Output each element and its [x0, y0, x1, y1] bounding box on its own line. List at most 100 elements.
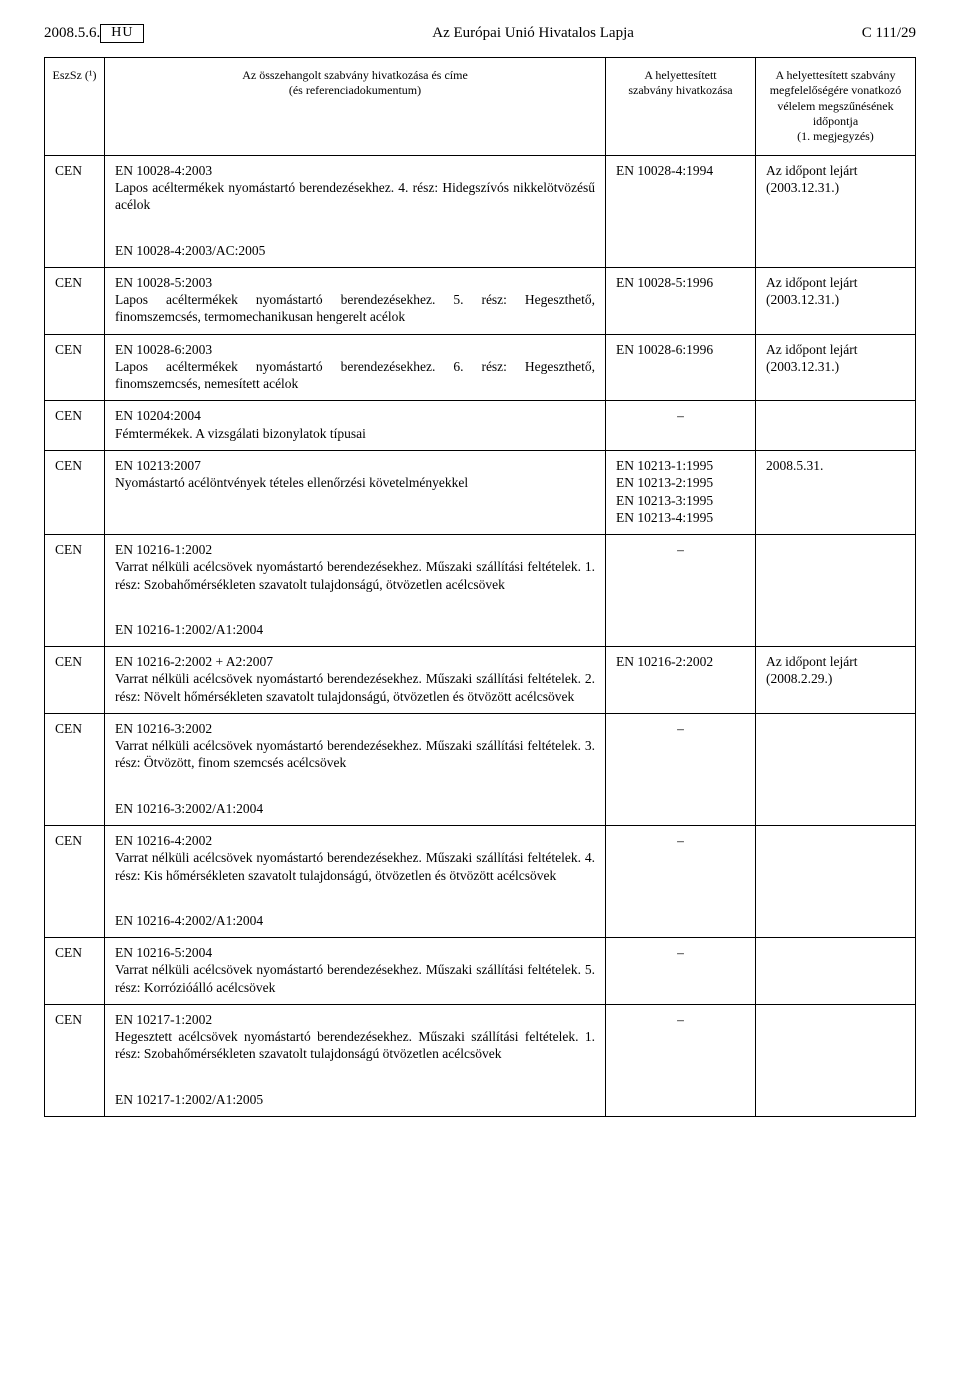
cell-amendment: EN 10028-4:2003/AC:2005	[105, 222, 606, 268]
cell-ref: EN 10213-1:1995 EN 10213-2:1995 EN 10213…	[606, 450, 756, 534]
cell-date: Az időpont lejárt (2008.2.29.)	[756, 647, 916, 714]
cell-org: CEN	[45, 825, 105, 891]
table-row: CENEN 10028-4:2003Lapos acéltermékek nyo…	[45, 155, 916, 221]
cell-org-empty	[45, 1071, 105, 1117]
standards-table: EszSz (¹) Az összehangolt szabvány hivat…	[44, 57, 916, 1117]
table-row: CENEN 10216-2:2002 + A2:2007Varrat nélkü…	[45, 647, 916, 714]
standard-description: Varrat nélküli acélcsövek nyomástartó be…	[115, 849, 595, 884]
cell-date-empty	[756, 601, 916, 647]
cell-date	[756, 535, 916, 601]
standard-code: EN 10028-5:2003	[115, 274, 595, 291]
cell-ref-empty	[606, 222, 756, 268]
cell-ref: –	[606, 1004, 756, 1070]
cell-ref-empty	[606, 892, 756, 938]
amendment-code: EN 10216-1:2002/A1:2004	[115, 621, 595, 638]
col-ref: A helyettesített szabvány hivatkozása	[606, 58, 756, 156]
cell-title: EN 10028-4:2003Lapos acéltermékek nyomás…	[105, 155, 606, 221]
table-row: CENEN 10216-3:2002Varrat nélküli acélcsö…	[45, 713, 916, 779]
amendment-code: EN 10216-3:2002/A1:2004	[115, 800, 595, 817]
cell-org: CEN	[45, 1004, 105, 1070]
standard-description: Varrat nélküli acélcsövek nyomástartó be…	[115, 558, 595, 593]
standard-code: EN 10204:2004	[115, 407, 595, 424]
table-row-amendment: EN 10028-4:2003/AC:2005	[45, 222, 916, 268]
standard-description: Varrat nélküli acélcsövek nyomástartó be…	[115, 670, 595, 705]
cell-date	[756, 713, 916, 779]
standard-code: EN 10216-4:2002	[115, 832, 595, 849]
standard-code: EN 10028-4:2003	[115, 162, 595, 179]
table-row: CENEN 10213:2007Nyomástartó acélöntvénye…	[45, 450, 916, 534]
cell-date-empty	[756, 892, 916, 938]
cell-ref: –	[606, 825, 756, 891]
table-row: CENEN 10216-1:2002Varrat nélküli acélcsö…	[45, 535, 916, 601]
cell-title: EN 10028-5:2003Lapos acéltermékek nyomás…	[105, 267, 606, 334]
cell-date: Az időpont lejárt (2003.12.31.)	[756, 334, 916, 401]
standard-description: Varrat nélküli acélcsövek nyomástartó be…	[115, 961, 595, 996]
cell-ref-empty	[606, 780, 756, 826]
cell-amendment: EN 10217-1:2002/A1:2005	[105, 1071, 606, 1117]
cell-org: CEN	[45, 334, 105, 401]
standard-code: EN 10217-1:2002	[115, 1011, 595, 1028]
cell-title: EN 10028-6:2003Lapos acéltermékek nyomás…	[105, 334, 606, 401]
cell-title: EN 10217-1:2002Hegesztett acélcsövek nyo…	[105, 1004, 606, 1070]
cell-title: EN 10216-5:2004Varrat nélküli acélcsövek…	[105, 938, 606, 1005]
cell-org-empty	[45, 892, 105, 938]
cell-date	[756, 1004, 916, 1070]
col-org: EszSz (¹)	[45, 58, 105, 156]
table-body: CENEN 10028-4:2003Lapos acéltermékek nyo…	[45, 155, 916, 1116]
amendment-code: EN 10217-1:2002/A1:2005	[115, 1091, 595, 1108]
header-page-ref: C 111/29	[862, 25, 916, 42]
table-head: EszSz (¹) Az összehangolt szabvány hivat…	[45, 58, 916, 156]
cell-org: CEN	[45, 155, 105, 221]
cell-date: Az időpont lejárt (2003.12.31.)	[756, 267, 916, 334]
cell-ref: –	[606, 535, 756, 601]
running-head: 2008.5.6. HU Az Európai Unió Hivatalos L…	[44, 24, 916, 43]
cell-date: 2008.5.31.	[756, 450, 916, 534]
standard-code: EN 10216-1:2002	[115, 541, 595, 558]
cell-date	[756, 938, 916, 1005]
cell-date: Az időpont lejárt (2003.12.31.)	[756, 155, 916, 221]
amendment-code: EN 10216-4:2002/A1:2004	[115, 912, 595, 929]
standard-description: Nyomástartó acélöntvények tételes ellenő…	[115, 474, 595, 491]
cell-org: CEN	[45, 401, 105, 451]
cell-date	[756, 401, 916, 451]
cell-org-empty	[45, 222, 105, 268]
cell-amendment: EN 10216-3:2002/A1:2004	[105, 780, 606, 826]
table-row: CENEN 10216-5:2004Varrat nélküli acélcsö…	[45, 938, 916, 1005]
cell-amendment: EN 10216-1:2002/A1:2004	[105, 601, 606, 647]
cell-org: CEN	[45, 938, 105, 1005]
cell-title: EN 10216-4:2002Varrat nélküli acélcsövek…	[105, 825, 606, 891]
table-row-amendment: EN 10216-4:2002/A1:2004	[45, 892, 916, 938]
cell-ref-empty	[606, 601, 756, 647]
standard-description: Varrat nélküli acélcsövek nyomástartó be…	[115, 737, 595, 772]
cell-ref: –	[606, 938, 756, 1005]
standard-code: EN 10216-2:2002 + A2:2007	[115, 653, 595, 670]
amendment-code: EN 10028-4:2003/AC:2005	[115, 242, 595, 259]
cell-org: CEN	[45, 267, 105, 334]
table-row-amendment: EN 10217-1:2002/A1:2005	[45, 1071, 916, 1117]
standard-code: EN 10213:2007	[115, 457, 595, 474]
header-language-box: HU	[100, 24, 144, 43]
cell-title: EN 10213:2007Nyomástartó acélöntvények t…	[105, 450, 606, 534]
table-row: CENEN 10204:2004Fémtermékek. A vizsgálat…	[45, 401, 916, 451]
cell-org: CEN	[45, 535, 105, 601]
standard-description: Lapos acéltermékek nyomástartó berendezé…	[115, 291, 595, 326]
cell-title: EN 10216-3:2002Varrat nélküli acélcsövek…	[105, 713, 606, 779]
cell-ref: EN 10028-5:1996	[606, 267, 756, 334]
cell-title: EN 10216-2:2002 + A2:2007Varrat nélküli …	[105, 647, 606, 714]
cell-title: EN 10216-1:2002Varrat nélküli acélcsövek…	[105, 535, 606, 601]
cell-org: CEN	[45, 647, 105, 714]
cell-org: CEN	[45, 450, 105, 534]
cell-ref: –	[606, 713, 756, 779]
cell-date-empty	[756, 222, 916, 268]
cell-org-empty	[45, 601, 105, 647]
cell-ref: EN 10028-6:1996	[606, 334, 756, 401]
cell-title: EN 10204:2004Fémtermékek. A vizsgálati b…	[105, 401, 606, 451]
cell-ref: EN 10028-4:1994	[606, 155, 756, 221]
standard-code: EN 10216-3:2002	[115, 720, 595, 737]
cell-date	[756, 825, 916, 891]
header-journal-title: Az Európai Unió Hivatalos Lapja	[144, 25, 861, 42]
col-date: A helyettesített szabvány megfelelőségér…	[756, 58, 916, 156]
cell-ref-empty	[606, 1071, 756, 1117]
page: 2008.5.6. HU Az Európai Unió Hivatalos L…	[0, 0, 960, 1395]
standard-description: Lapos acéltermékek nyomástartó berendezé…	[115, 179, 595, 214]
